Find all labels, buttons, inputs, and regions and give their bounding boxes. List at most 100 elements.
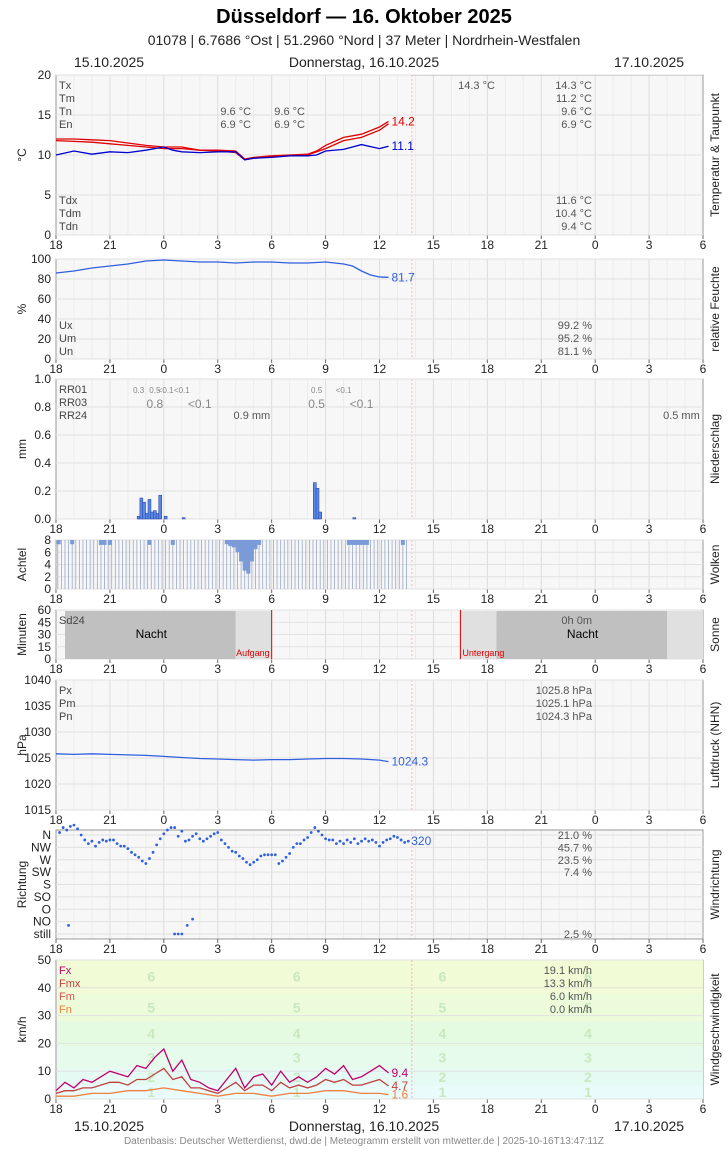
series-line [56,120,389,160]
x-tick-label: 21 [103,362,117,376]
y-axis-label: Minuten [15,613,29,656]
x-tick-label: 9 [322,662,329,676]
precip-bar [318,511,322,520]
y-tick-label: NW [31,840,52,854]
beaufort-label: 3 [584,1049,592,1065]
stat-value: 95.2 % [558,333,592,345]
x-tick-label: 6 [268,362,275,376]
wind-dir-point [288,852,292,855]
wind-dir-point [299,842,302,846]
wind-dir-point [61,826,65,829]
y-axis-label: km/h [15,1016,29,1042]
series-line [55,143,389,161]
wind-dir-point [155,843,159,847]
x-tick-label: 0 [160,362,167,376]
x-tick-label: 18 [481,942,495,956]
wind-dir-point [144,862,148,865]
wind-dir-point [291,845,295,849]
wind-dir-point [403,841,407,844]
series-line [55,1047,389,1092]
wind-dir-point [277,862,281,865]
wind-dir-point [68,824,72,828]
wind-dir-point [187,838,191,842]
legend-label: RR01 [59,384,87,396]
night-area [496,611,668,659]
wind-dir-point [58,831,61,834]
y-tick-label: 10 [38,148,52,162]
wind-dir-point [252,860,256,864]
stat-value: 14.3 °C [555,80,592,92]
panel-title: Luftdruck (NHN) [708,702,722,789]
x-tick-label: 3 [646,662,653,676]
x-tick-label: 0 [160,813,167,827]
legend-label: Fn [59,1004,72,1016]
x-tick-label: 18 [481,362,495,376]
y-axis-label: Richtung [15,861,29,908]
x-tick-label: 18 [49,592,63,606]
wind-dir-point [381,841,385,844]
series-end-label: 320 [411,834,431,848]
stat-value: 11.2 °C [556,93,592,105]
legend-label: Fmx [59,978,81,990]
y-tick-label: 0.4 [34,456,51,470]
cloud-gap [354,540,359,545]
x-tick-label: 21 [535,362,549,376]
beaufort-band [57,1046,703,1069]
legend-label: Fx [59,965,72,977]
x-tick-label: 18 [481,592,495,606]
wind-dir-point [185,923,189,927]
wind-dir-point [259,854,263,858]
x-tick-label: 0 [592,662,599,676]
cloud-gap [170,540,175,545]
y-tick-label: W [40,853,52,867]
y-tick-label: 50 [38,953,52,967]
wind-dir-point [367,839,371,843]
sunrise-label: Aufgang [236,648,270,658]
x-tick-label: 12 [373,813,387,827]
wind-dir-point [86,842,90,846]
wind-dir-point [363,837,367,841]
x-tick-label: 12 [373,942,387,956]
precip-bar [163,515,168,520]
wind-dir-point [396,836,399,839]
y-tick-label: 20 [38,68,52,82]
series-line [55,1067,389,1095]
cloud-gap [102,540,107,545]
wind-dir-point [122,844,126,848]
x-tick-label: 3 [646,813,653,827]
legend-label: Pn [59,711,72,723]
wind-dir-point [151,850,155,854]
y-tick-label: 30 [38,628,52,642]
footer-credits: Datenbasis: Deutscher Wetterdienst, dwd.… [123,1136,605,1147]
wind-dir-point [94,844,97,848]
wind-dir-point [212,832,216,836]
y-tick-label: 100 [31,252,51,266]
beaufort-label: 5 [439,999,447,1015]
x-tick-label: 18 [49,1102,63,1116]
wind-dir-point [176,834,180,838]
wind-dir-point [399,838,403,842]
legend-label: Ux [59,320,73,332]
cloud-gap [400,540,405,545]
y-tick-label: 8 [44,533,51,547]
beaufort-label: 1 [584,1084,592,1100]
wind-dir-point [295,842,299,846]
cloud-gap [231,540,236,548]
legend-label: Tdx [59,195,78,207]
stat-value: 6.0 km/h [550,991,592,1003]
y-tick-label: 4 [44,558,51,572]
x-tick-label: 0 [160,522,167,536]
cloud-gap [249,540,254,562]
cloud-gap [235,540,240,553]
date-right-bottom: 17.10.2025 [614,1118,685,1134]
cloud-gap [242,540,247,571]
rr03-label: 0.8 [147,397,164,411]
wind-dir-point [320,833,324,837]
wind-dir-point [302,838,306,842]
y-tick-label: 6 [44,545,51,559]
wind-dir-point [281,859,284,863]
x-tick-label: 9 [322,942,329,956]
x-tick-label: 21 [103,592,117,606]
stat-value: 21.0 % [558,830,592,842]
cloud-gap [239,540,244,562]
